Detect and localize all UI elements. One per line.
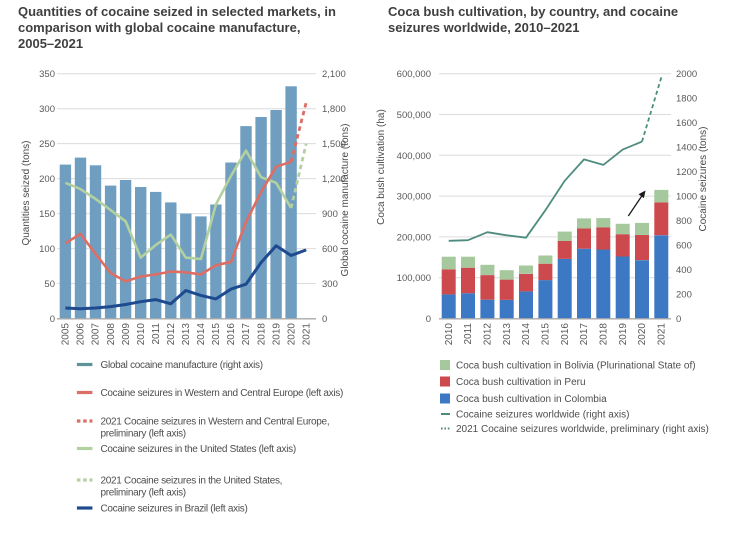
svg-text:Coca bush cultivation in Peru: Coca bush cultivation in Peru: [456, 377, 586, 388]
svg-text:0: 0: [426, 314, 431, 325]
svg-text:1400: 1400: [676, 143, 697, 154]
svg-text:300: 300: [322, 279, 338, 290]
svg-text:2014: 2014: [196, 323, 207, 346]
svg-text:2009: 2009: [121, 323, 132, 346]
svg-text:2012: 2012: [166, 323, 177, 346]
svg-text:Cocaine seizures (tons): Cocaine seizures (tons): [698, 126, 709, 231]
svg-text:2014: 2014: [521, 323, 532, 346]
svg-text:100: 100: [39, 244, 55, 255]
svg-text:2013: 2013: [181, 323, 192, 346]
svg-text:2016: 2016: [560, 323, 571, 346]
svg-text:1,800: 1,800: [322, 104, 346, 115]
svg-text:800: 800: [676, 216, 692, 227]
svg-text:2019: 2019: [618, 323, 629, 346]
svg-text:Coca bush cultivation in Colom: Coca bush cultivation in Colombia: [456, 394, 607, 405]
svg-text:0: 0: [50, 314, 55, 325]
svg-text:2021: 2021: [657, 323, 668, 346]
svg-text:2018: 2018: [256, 323, 267, 346]
svg-text:2013: 2013: [502, 323, 513, 346]
svg-text:250: 250: [39, 139, 55, 150]
svg-text:Coca bush cultivation (ha): Coca bush cultivation (ha): [376, 109, 387, 225]
svg-text:400,000: 400,000: [397, 151, 431, 162]
svg-text:600: 600: [322, 244, 338, 255]
svg-text:0: 0: [676, 314, 681, 325]
svg-text:2000: 2000: [676, 69, 697, 80]
svg-text:150: 150: [39, 209, 55, 220]
svg-text:100,000: 100,000: [397, 273, 431, 284]
svg-text:Global cocaine manufacture (ri: Global cocaine manufacture (right axis): [101, 360, 263, 371]
svg-text:Cocaine seizures in the United: Cocaine seizures in the United States (l…: [101, 444, 296, 455]
svg-text:2020: 2020: [637, 323, 648, 346]
svg-text:2016: 2016: [226, 323, 237, 346]
svg-text:2008: 2008: [106, 323, 117, 346]
svg-text:1,500: 1,500: [322, 139, 346, 150]
svg-text:1800: 1800: [676, 94, 697, 105]
svg-text:300: 300: [39, 104, 55, 115]
svg-text:400: 400: [676, 265, 692, 276]
svg-text:1,200: 1,200: [322, 174, 346, 185]
svg-text:1200: 1200: [676, 167, 697, 178]
svg-text:2010: 2010: [444, 323, 455, 346]
svg-text:900: 900: [322, 209, 338, 220]
svg-text:200: 200: [39, 174, 55, 185]
svg-text:2021 Cocaine seizures in Weste: 2021 Cocaine seizures in Western and Cen…: [101, 417, 330, 428]
svg-text:500,000: 500,000: [397, 110, 431, 121]
svg-text:2,100: 2,100: [322, 69, 346, 80]
svg-text:2021 Cocaine seizures worldwid: 2021 Cocaine seizures worldwide, prelimi…: [456, 424, 709, 435]
svg-text:2011: 2011: [151, 323, 162, 345]
svg-text:2011: 2011: [463, 323, 474, 345]
svg-text:Coca bush cultivation in Boliv: Coca bush cultivation in Bolivia (Plurin…: [456, 361, 696, 372]
svg-text:2020: 2020: [286, 323, 297, 346]
svg-text:preliminary (left axis): preliminary (left axis): [101, 429, 186, 440]
svg-text:0: 0: [322, 314, 327, 325]
svg-text:350: 350: [39, 69, 55, 80]
svg-text:600,000: 600,000: [397, 69, 431, 80]
svg-text:2006: 2006: [76, 323, 87, 346]
svg-text:Cocaine seizures worldwide (ri: Cocaine seizures worldwide (right axis): [456, 410, 629, 421]
svg-text:Cocaine seizures in Western an: Cocaine seizures in Western and Central …: [101, 388, 344, 399]
svg-text:preliminary (left axis): preliminary (left axis): [101, 488, 186, 499]
svg-text:2017: 2017: [241, 323, 252, 346]
svg-text:2012: 2012: [483, 323, 494, 346]
svg-text:300,000: 300,000: [397, 192, 431, 203]
svg-text:1600: 1600: [676, 118, 697, 129]
svg-text:200,000: 200,000: [397, 232, 431, 243]
svg-text:2010: 2010: [136, 323, 147, 346]
svg-text:200: 200: [676, 290, 692, 301]
svg-text:2021: 2021: [301, 323, 312, 346]
svg-text:Global cocaine manufacture (to: Global cocaine manufacture (tons): [340, 124, 351, 277]
svg-text:Quantities seized (tons): Quantities seized (tons): [21, 140, 32, 245]
svg-text:2007: 2007: [91, 323, 102, 346]
svg-text:2019: 2019: [271, 323, 282, 346]
svg-text:1000: 1000: [676, 192, 697, 203]
svg-text:2005: 2005: [61, 323, 72, 346]
svg-text:600: 600: [676, 241, 692, 252]
svg-text:2015: 2015: [211, 323, 222, 346]
svg-text:2015: 2015: [541, 323, 552, 346]
svg-text:Cocaine seizures in Brazil (le: Cocaine seizures in Brazil (left axis): [101, 504, 248, 515]
svg-text:2021 Cocaine seizures in the U: 2021 Cocaine seizures in the United Stat…: [101, 476, 283, 487]
svg-text:50: 50: [44, 279, 55, 290]
svg-text:2018: 2018: [599, 323, 610, 346]
svg-text:2017: 2017: [579, 323, 590, 346]
